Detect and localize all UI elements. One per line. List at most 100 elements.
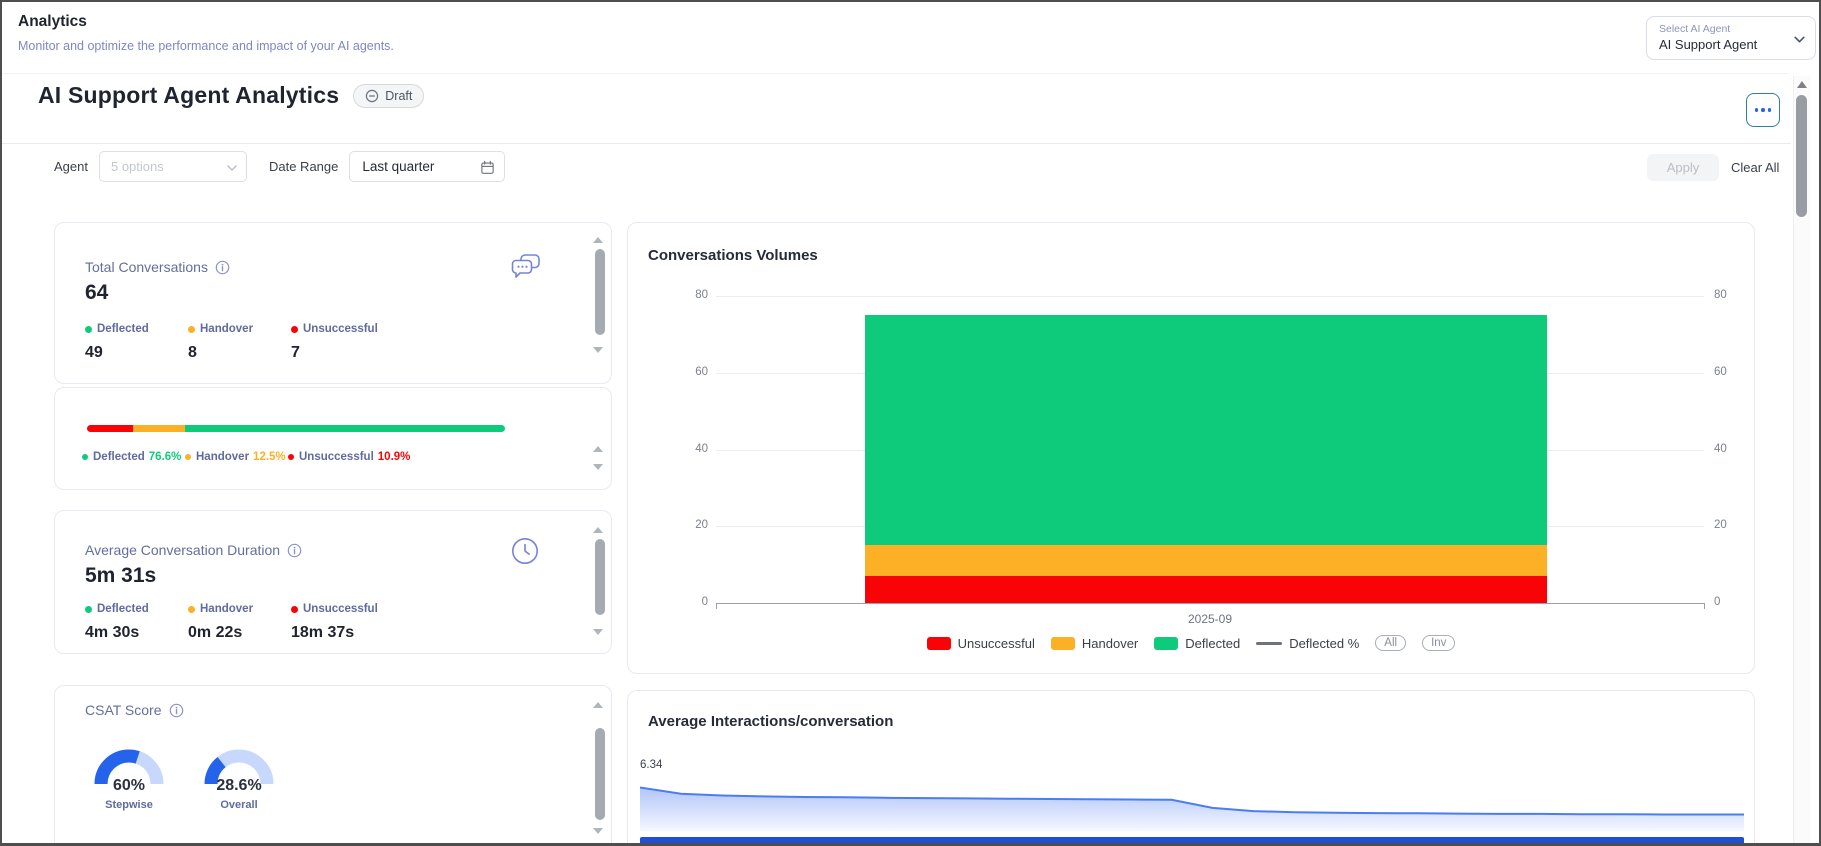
distribution-segment-handover <box>132 425 185 432</box>
legend-button-inv[interactable]: Inv <box>1422 635 1456 651</box>
distribution-bar <box>87 425 505 432</box>
scrollbar-thumb[interactable] <box>595 249 605 335</box>
unsuccessful-dot <box>291 605 298 613</box>
distribution-legend-item-unsuccessful: Unsuccessful 10.9% <box>288 451 410 463</box>
chevron-down-icon <box>1794 36 1805 43</box>
legend-swatch <box>1154 636 1179 650</box>
scroll-down-arrow[interactable] <box>593 629 603 635</box>
page-scrollbar-thumb[interactable] <box>1796 95 1807 217</box>
info-icon[interactable] <box>287 543 302 558</box>
volumes-legend: Unsuccessful Handover Deflected Deflected %… <box>628 635 1754 651</box>
breakdown-deflected: Deflected 49 <box>85 323 149 361</box>
scroll-up-arrow[interactable] <box>593 446 603 452</box>
gauge-label: Overall <box>220 799 258 811</box>
legend-swatch <box>1050 636 1075 650</box>
y-tick-right: 0 <box>1714 596 1721 608</box>
csat-gauges: 60% Stepwise 28.6% Overall <box>91 746 277 814</box>
unsuccessful-dot <box>288 454 294 460</box>
legend-line-swatch <box>1256 641 1283 645</box>
legend-item-unsuccessful[interactable]: Unsuccessful <box>926 636 1035 651</box>
conversation-distribution-card: Deflected 76.6% Handover 12.5% Unsuccessful 1… <box>54 387 612 490</box>
conversations-volumes-card: Conversations Volumes 0 20 40 60 80 0 20 40 60 8… <box>627 222 1755 674</box>
interactions-chart-title: Average Interactions/conversation <box>648 713 894 730</box>
y-tick-left: 40 <box>695 442 708 455</box>
scroll-up-arrow[interactable] <box>593 702 603 708</box>
csat-gauge-stepwise: 60% Stepwise <box>91 746 167 814</box>
agent-filter-select[interactable]: 5 options <box>98 151 247 182</box>
volumes-chart-title: Conversations Volumes <box>648 247 818 264</box>
select-ai-agent-value: AI Support Agent <box>1659 37 1758 52</box>
page-scroll-up-arrow[interactable] <box>1797 81 1807 88</box>
scrollbar-thumb[interactable] <box>595 539 605 615</box>
agent-filter-placeholder: 5 options <box>110 159 164 174</box>
area-fill <box>640 787 1744 831</box>
distribution-legend-item-handover: Handover 12.5% <box>185 451 288 463</box>
apply-button[interactable]: Apply <box>1647 154 1719 181</box>
page-subtitle: Monitor and optimize the performance and… <box>18 39 394 53</box>
select-ai-agent-dropdown[interactable]: Select AI Agent AI Support Agent <box>1646 16 1816 60</box>
unsuccessful-dot <box>291 325 298 333</box>
date-range-picker[interactable]: Last quarter <box>349 151 506 182</box>
report-title-row: AI Support Agent Analytics Draft <box>38 82 425 109</box>
x-axis-line <box>716 603 1705 604</box>
handover-dot <box>185 454 191 460</box>
agent-filter-label: Agent <box>54 159 88 174</box>
legend-button-all[interactable]: All <box>1375 635 1407 651</box>
volumes-plot <box>716 296 1704 603</box>
chart-zoom-slider[interactable] <box>640 837 1744 843</box>
scroll-up-arrow[interactable] <box>593 237 603 243</box>
more-actions-button[interactable] <box>1746 93 1780 127</box>
y-tick-left: 80 <box>695 289 708 301</box>
bar-segment-handover <box>865 545 1547 577</box>
legend-item-deflected[interactable]: Deflected <box>1154 636 1240 651</box>
handover-dot <box>188 325 195 333</box>
info-icon[interactable] <box>215 260 230 275</box>
deflected-dot <box>85 325 92 333</box>
distribution-legend: Deflected 76.6% Handover 12.5% Unsuccessful 1… <box>82 451 410 463</box>
csat-score-card: CSAT Score 60% Stepwise 28.6% Overall <box>54 685 612 843</box>
x-category-label: 2025-09 <box>1187 612 1233 626</box>
scrollbar-thumb[interactable] <box>595 728 605 820</box>
conversations-breakdown: Deflected 49 Handover 8 Unsuccessful 7 <box>85 323 394 362</box>
chevron-down-icon <box>227 165 237 171</box>
total-conversations-title: Total Conversations <box>85 259 208 275</box>
filter-bar: Agent 5 options Date Range Last quarter <box>2 143 1791 189</box>
legend-item-handover[interactable]: Handover <box>1050 636 1138 651</box>
scroll-down-arrow[interactable] <box>593 464 603 470</box>
interactions-point-label: 6.34 <box>640 759 663 771</box>
deflected-dot <box>82 454 88 460</box>
clear-all-button[interactable]: Clear All <box>1731 160 1780 175</box>
average-interactions-card: Average Interactions/conversation 6.34 <box>627 690 1755 843</box>
date-range-label: Date Range <box>268 159 339 174</box>
breakdown-handover: Handover 0m 22s <box>188 603 254 641</box>
deflected-dot <box>85 605 92 613</box>
duration-breakdown: Deflected 4m 30s Handover 0m 22s Unsucce… <box>85 603 394 642</box>
interactions-area-svg <box>640 786 1744 831</box>
select-ai-agent-label: Select AI Agent <box>1659 23 1731 35</box>
bar-segment-deflected <box>865 315 1547 546</box>
breakdown-deflected: Deflected 4m 30s <box>85 603 149 641</box>
page-scrollbar[interactable] <box>1793 76 1811 843</box>
report-title: AI Support Agent Analytics <box>38 82 340 108</box>
scroll-up-arrow[interactable] <box>593 527 603 533</box>
clock-icon <box>512 538 538 564</box>
distribution-segment-deflected <box>184 425 505 432</box>
average-duration-value: 5m 31s <box>85 564 157 587</box>
y-tick-right: 20 <box>1714 519 1727 532</box>
area-line <box>640 786 1744 816</box>
distribution-legend-item-deflected: Deflected 76.6% <box>82 451 185 463</box>
total-conversations-value: 64 <box>85 281 109 304</box>
y-tick-right: 40 <box>1714 442 1727 455</box>
info-icon[interactable] <box>169 703 184 718</box>
y-tick-left: 0 <box>701 596 708 608</box>
handover-dot <box>188 605 195 613</box>
app-header: Analytics Monitor and optimize the perfo… <box>2 2 1789 74</box>
status-badge-label: Draft <box>385 88 413 103</box>
total-conversations-card: Total Conversations 64 Deflected 49 Hand… <box>54 222 612 384</box>
gauge-label: Stepwise <box>105 799 153 811</box>
y-tick-right: 60 <box>1714 365 1727 378</box>
legend-item-deflected-pct[interactable]: Deflected % <box>1256 636 1359 651</box>
scroll-down-arrow[interactable] <box>593 347 603 353</box>
scroll-down-arrow[interactable] <box>593 828 603 834</box>
